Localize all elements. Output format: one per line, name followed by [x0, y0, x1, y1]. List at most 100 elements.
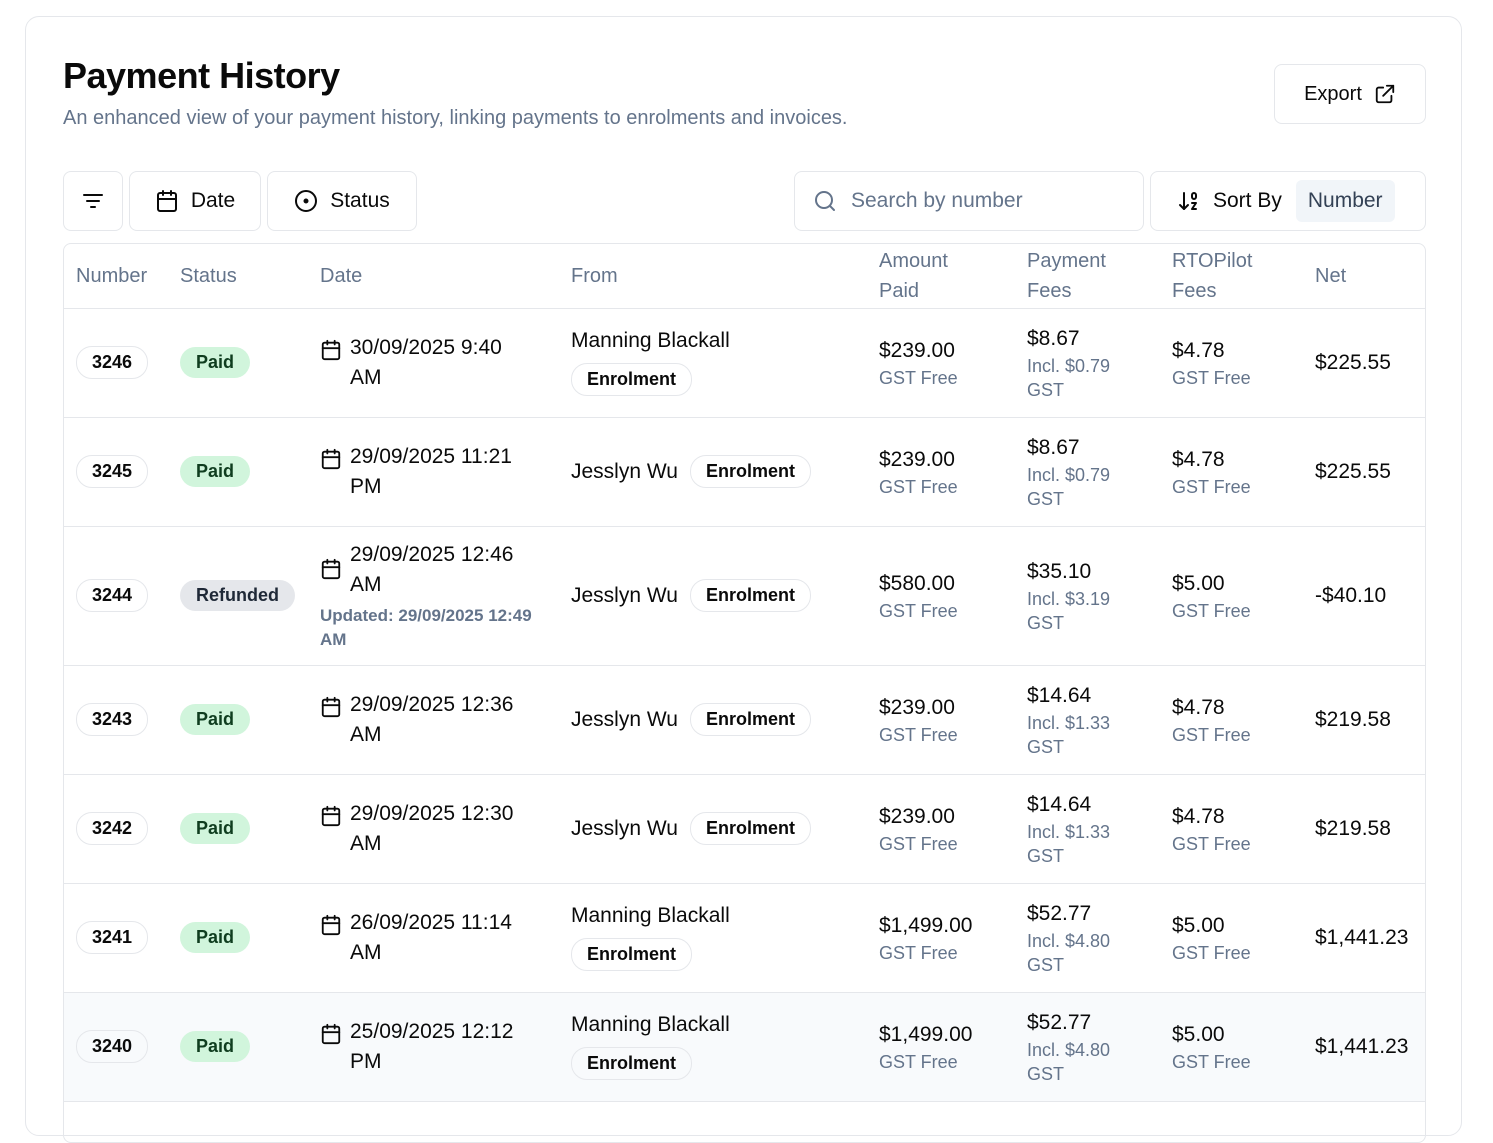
calendar-icon	[156, 190, 177, 212]
status-badge: Paid	[180, 456, 251, 487]
amount-tax-note: GST Free	[879, 600, 958, 621]
export-button[interactable]: Export	[1274, 64, 1426, 124]
status-filter-button[interactable]: Status	[267, 171, 417, 231]
fee-tax-note: Incl. $1.33 GST	[1027, 712, 1111, 757]
page-subtitle: An enhanced view of your payment history…	[63, 107, 848, 129]
payer-name[interactable]: Jesslyn Wu	[571, 707, 678, 731]
payment-number[interactable]: 3241	[76, 921, 149, 954]
rto-tax-note: GST Free	[1172, 1051, 1251, 1072]
enrolment-link[interactable]: Enrolment	[689, 812, 811, 845]
search-icon	[815, 191, 835, 211]
column-header-date[interactable]: Date	[308, 244, 559, 309]
sort-dropdown[interactable]: Sort By Number	[1150, 171, 1426, 231]
payer-name[interactable]: Jesslyn Wu	[571, 816, 678, 840]
payer-name[interactable]: Manning Blackall	[571, 329, 730, 352]
payment-history-card: Payment History An enhanced view of your…	[25, 16, 1462, 1143]
rtopilot-fee: $4.78	[1172, 338, 1225, 362]
payment-fee: $8.67	[1027, 326, 1080, 350]
external-link-icon	[1375, 84, 1395, 104]
net-amount: $219.58	[1315, 707, 1391, 731]
fee-tax-note: Incl. $0.79 GST	[1027, 355, 1111, 400]
column-header-number[interactable]: Number	[64, 244, 168, 309]
table-row[interactable]: 3240 Paid 25/09/2025 12:12 PM Manning Bla…	[64, 992, 1425, 1102]
amount-paid: $239.00	[879, 338, 955, 362]
table-row[interactable]: 3246 Paid 30/09/2025 9:40 AM Manning Blac…	[64, 308, 1425, 418]
filter-button[interactable]	[63, 171, 123, 231]
column-header-net[interactable]: Net	[1303, 244, 1425, 309]
payer-name[interactable]: Jesslyn Wu	[571, 583, 678, 607]
enrolment-link[interactable]: Enrolment	[571, 938, 693, 971]
rtopilot-fee: $5.00	[1172, 1022, 1225, 1046]
column-header-from[interactable]: From	[559, 244, 867, 309]
rto-tax-note: GST Free	[1172, 942, 1251, 963]
rto-tax-note: GST Free	[1172, 833, 1251, 854]
sort-value: Number	[1295, 180, 1395, 222]
payment-date: 30/09/2025 9:40 AM	[350, 335, 502, 389]
amount-paid: $580.00	[879, 571, 955, 595]
net-amount: -$40.10	[1315, 583, 1387, 607]
payer-name[interactable]: Manning Blackall	[571, 904, 730, 927]
table-row[interactable]: 3241 Paid 26/09/2025 11:14 AM Manning Bla…	[64, 883, 1425, 993]
column-header-rtopilot-fees[interactable]: RTOPilot Fees	[1160, 244, 1303, 309]
column-header-status[interactable]: Status	[168, 244, 308, 309]
payment-number[interactable]: 3240	[76, 1030, 149, 1063]
payment-fee: $8.67	[1027, 435, 1080, 459]
column-header-payment-fees[interactable]: Payment Fees	[1015, 244, 1160, 309]
date-filter-label: Date	[190, 189, 236, 212]
export-label: Export	[1304, 82, 1362, 105]
payment-fee: $14.64	[1027, 683, 1092, 707]
sort-ascending-icon	[1179, 192, 1197, 210]
rtopilot-fee: $5.00	[1172, 571, 1225, 595]
table-row[interactable]: 3245 Paid 29/09/2025 11:21 PM Jesslyn Wu …	[64, 417, 1425, 527]
fee-tax-note: Incl. $4.80 GST	[1027, 1039, 1111, 1084]
table-row[interactable]: 3243 Paid 29/09/2025 12:36 AM Jesslyn Wu …	[64, 665, 1425, 775]
rto-tax-note: GST Free	[1172, 724, 1251, 745]
fee-tax-note: Incl. $0.79 GST	[1027, 464, 1111, 509]
search-input[interactable]	[851, 189, 1131, 213]
filter-lines-icon	[83, 194, 103, 208]
enrolment-link[interactable]: Enrolment	[571, 363, 693, 396]
table-row[interactable]: 3244 Refunded 29/09/2025 12:46 AM Updated…	[64, 526, 1425, 666]
amount-paid: $239.00	[879, 447, 955, 471]
payer-name[interactable]: Jesslyn Wu	[571, 459, 678, 483]
amount-paid: $1,499.00	[879, 1022, 973, 1046]
net-amount: $219.58	[1315, 816, 1391, 840]
payment-number[interactable]: 3243	[76, 703, 149, 736]
payment-number[interactable]: 3245	[76, 455, 149, 488]
amount-paid: $1,499.00	[879, 913, 973, 937]
table-row[interactable]: 3242 Paid 29/09/2025 12:30 AM Jesslyn Wu …	[64, 774, 1425, 884]
table-header-row: Number Status Date From Amount Paid Payme…	[64, 244, 1425, 309]
payment-number[interactable]: 3244	[76, 579, 149, 612]
amount-tax-note: GST Free	[879, 724, 958, 745]
payment-date: 25/09/2025 12:12 PM	[350, 1019, 514, 1073]
payer-name[interactable]: Manning Blackall	[571, 1013, 730, 1036]
calendar-icon	[321, 558, 341, 579]
enrolment-link[interactable]: Enrolment	[689, 703, 811, 736]
payment-number[interactable]: 3246	[76, 346, 149, 379]
payment-fee: $52.77	[1027, 1010, 1092, 1034]
sort-label: Sort By	[1213, 189, 1282, 212]
column-header-amount-paid[interactable]: Amount Paid	[867, 244, 1015, 309]
payment-date: 26/09/2025 11:14 AM	[350, 910, 512, 964]
search-box[interactable]	[794, 171, 1144, 231]
payment-fee: $52.77	[1027, 901, 1092, 925]
amount-tax-note: GST Free	[879, 942, 958, 963]
circle-dot-icon	[295, 190, 318, 212]
payment-number[interactable]: 3242	[76, 812, 149, 845]
payment-fee: $35.10	[1027, 559, 1092, 583]
status-badge: Paid	[180, 704, 251, 735]
date-filter-button[interactable]: Date	[129, 171, 261, 231]
fee-tax-note: Incl. $1.33 GST	[1027, 821, 1111, 866]
net-amount: $225.55	[1315, 459, 1391, 483]
calendar-icon	[321, 1023, 341, 1044]
enrolment-link[interactable]: Enrolment	[571, 1047, 693, 1080]
calendar-icon	[321, 448, 341, 469]
amount-tax-note: GST Free	[879, 476, 958, 497]
enrolment-link[interactable]: Enrolment	[689, 579, 811, 612]
amount-tax-note: GST Free	[879, 833, 958, 854]
enrolment-link[interactable]: Enrolment	[689, 455, 811, 488]
rtopilot-fee: $4.78	[1172, 447, 1225, 471]
rto-tax-note: GST Free	[1172, 476, 1251, 497]
calendar-icon	[321, 805, 341, 826]
payment-date: 29/09/2025 12:46 AM	[350, 542, 514, 596]
